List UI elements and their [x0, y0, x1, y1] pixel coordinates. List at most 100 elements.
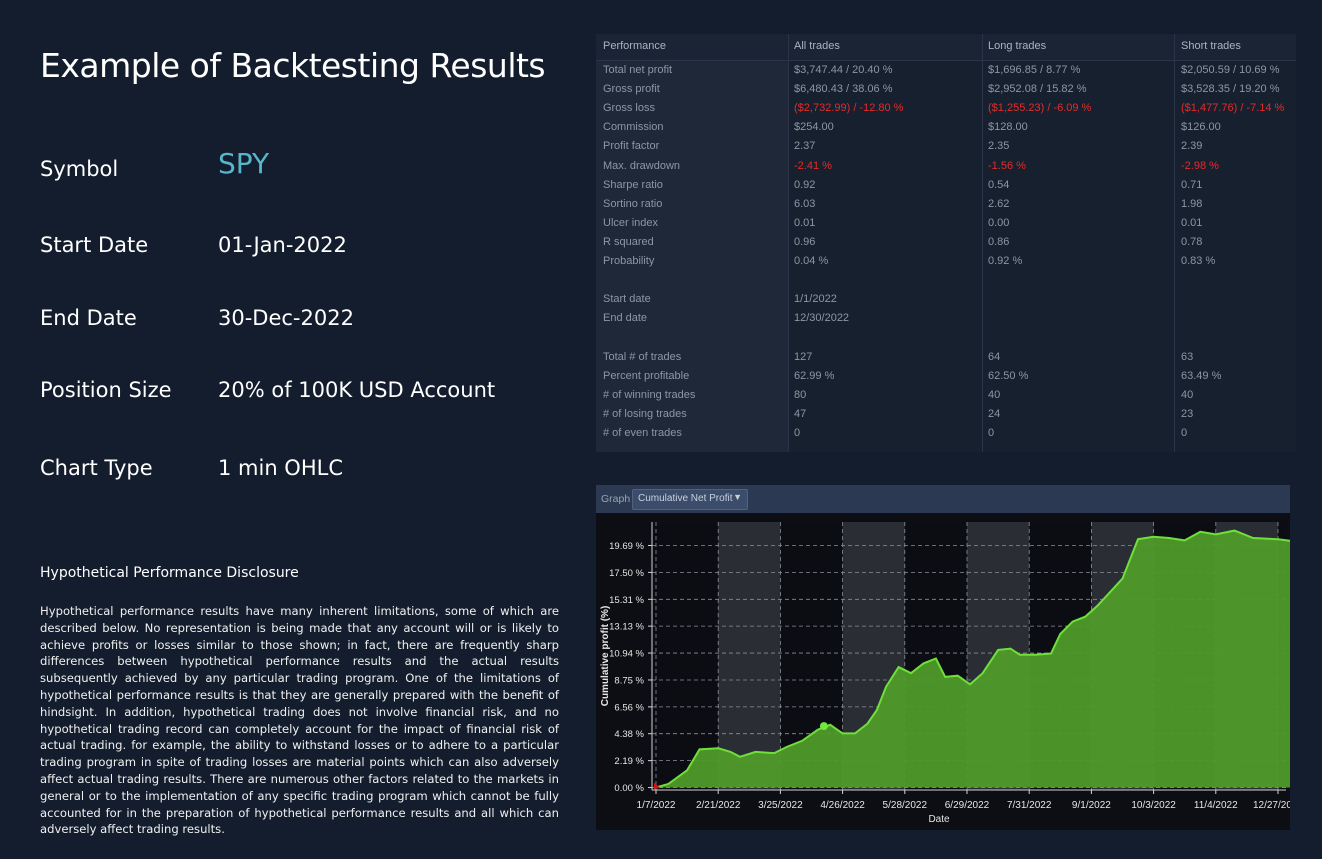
- cell-all: 1/1/2022: [794, 293, 837, 306]
- cell-long: 40: [988, 388, 1001, 401]
- row-label: Total # of trades: [603, 350, 682, 363]
- row-label: End date: [603, 312, 648, 325]
- cumulative-profit-chart: 0.00 % 2.19 % 4.38 % 6.56 % 8.75 % 10.94 % 13.…: [600, 522, 1290, 825]
- row-label: # of losing trades: [603, 407, 687, 420]
- col-header-all-trades: All trades: [794, 40, 840, 52]
- row-label: Percent profitable: [603, 369, 690, 382]
- row-label: # of winning trades: [603, 388, 696, 401]
- y-tick-label: 10.94 %: [609, 649, 644, 660]
- cell-all: 62.99 %: [794, 369, 835, 382]
- x-tick-label: 12/27/2022: [1253, 800, 1290, 811]
- chart-type-value: 1 min OHLC: [218, 456, 343, 480]
- symbol-value: SPY: [218, 147, 270, 180]
- disclosure-body: Hypothetical performance results have ma…: [40, 604, 559, 837]
- label-column: [596, 61, 788, 452]
- cell-all: 127: [794, 350, 813, 363]
- cell-short: 63: [1181, 350, 1194, 363]
- cell-long: $128.00: [988, 121, 1028, 134]
- cell-all: $3,747.44 / 20.40 %: [794, 64, 893, 76]
- y-tick-label: 0.00 %: [614, 783, 644, 794]
- position-size-value: 20% of 100K USD Account: [218, 378, 496, 402]
- row-label: R squared: [603, 235, 654, 248]
- cell-all: ($2,732.99) / -12.80 %: [794, 102, 904, 115]
- cell-short: -2.98 %: [1181, 159, 1219, 172]
- cell-short: 0.83 %: [1181, 255, 1216, 267]
- row-label: Start date: [603, 293, 651, 306]
- cell-all: 2.37: [794, 140, 816, 153]
- cell-short: $126.00: [1181, 121, 1221, 134]
- x-tick-label: 2/21/2022: [696, 800, 741, 811]
- end-date-label: End Date: [40, 306, 137, 330]
- row-label: Commission: [603, 121, 664, 134]
- y-tick-label: 4.38 %: [614, 729, 644, 740]
- cell-short: 40: [1181, 388, 1194, 401]
- y-tick-label: 19.69 %: [609, 541, 644, 552]
- cell-all: 47: [794, 407, 807, 420]
- x-tick-label: 1/7/2022: [637, 800, 676, 811]
- x-tick-label: 6/29/2022: [945, 800, 990, 811]
- cell-short: ($1,477.76) / -7.14 %: [1181, 102, 1285, 115]
- row-label: # of even trades: [603, 426, 682, 439]
- cell-long: 64: [988, 350, 1001, 363]
- cell-long: 0: [988, 426, 995, 439]
- y-tick-label: 8.75 %: [614, 675, 644, 686]
- row-label: Probability: [603, 255, 655, 267]
- profit-area: [656, 530, 1290, 788]
- row-label: Gross profit: [603, 83, 660, 96]
- graph-type-select[interactable]: Cumulative Net Profit ▼: [632, 489, 748, 510]
- chart-type-label: Chart Type: [40, 456, 153, 480]
- x-tick-label: 5/28/2022: [883, 800, 928, 811]
- cell-short: 0.01: [1181, 216, 1203, 229]
- cell-long: $1,696.85 / 8.77 %: [988, 64, 1081, 76]
- col-divider: [788, 34, 789, 452]
- cell-all: 0.04 %: [794, 255, 829, 267]
- start-date-value: 01-Jan-2022: [218, 233, 347, 257]
- cell-long: -1.56 %: [988, 159, 1026, 172]
- y-axis-title: Cumulative profit (%): [600, 606, 611, 707]
- cell-all: 80: [794, 388, 807, 401]
- start-marker: [654, 782, 660, 790]
- cell-short: $3,528.35 / 19.20 %: [1181, 83, 1280, 96]
- x-axis-title: Date: [928, 814, 950, 825]
- performance-table-header: Performance All trades Long trades Short…: [596, 34, 1296, 61]
- cell-all: 0.96: [794, 235, 816, 248]
- page-title: Example of Backtesting Results: [40, 46, 546, 85]
- plot-band: [718, 522, 781, 790]
- x-tick-label: 11/4/2022: [1194, 800, 1238, 811]
- cell-long: 62.50 %: [988, 369, 1029, 382]
- graph-type-selected: Cumulative Net Profit: [638, 493, 733, 504]
- cell-short: 1.98: [1181, 197, 1203, 210]
- cell-all: 0.01: [794, 216, 816, 229]
- cell-all: $254.00: [794, 121, 834, 134]
- cell-all: 0: [794, 426, 801, 439]
- symbol-label: Symbol: [40, 157, 119, 181]
- col-divider: [1174, 34, 1175, 452]
- y-tick-label: 15.31 %: [609, 595, 644, 606]
- disclosure-title: Hypothetical Performance Disclosure: [40, 565, 299, 581]
- profit-marker: [819, 722, 828, 731]
- cell-all: 0.92: [794, 178, 816, 191]
- cell-long: 2.62: [988, 197, 1010, 210]
- row-label: Sortino ratio: [603, 197, 663, 210]
- chevron-down-icon: ▼: [733, 492, 742, 502]
- profit-line: [655, 529, 1290, 789]
- row-label: Ulcer index: [603, 216, 659, 229]
- cell-long: 0.86: [988, 235, 1010, 248]
- x-tick-label: 7/31/2022: [1007, 800, 1052, 811]
- chart-panel: 0.00 % 2.19 % 4.38 % 6.56 % 8.75 % 10.94 % 13.…: [596, 485, 1290, 830]
- cell-long: 0.92 %: [988, 255, 1023, 267]
- y-tick-label: 17.50 %: [609, 568, 644, 579]
- x-tick-label: 3/25/2022: [758, 800, 803, 811]
- x-tick-label: 4/26/2022: [820, 800, 865, 811]
- cell-short: 0: [1181, 426, 1188, 439]
- cell-long: 2.35: [988, 140, 1010, 153]
- cell-short: 63.49 %: [1181, 369, 1222, 382]
- col-divider: [982, 34, 983, 452]
- row-label: Max. drawdown: [603, 159, 681, 172]
- row-label: Gross loss: [603, 102, 655, 115]
- cell-short: 2.39: [1181, 140, 1203, 153]
- performance-table: Performance All trades Long trades Short…: [596, 34, 1296, 452]
- x-tick-label: 10/3/2022: [1131, 800, 1176, 811]
- row-label: Total net profit: [603, 64, 673, 76]
- cell-long: $2,952.08 / 15.82 %: [988, 83, 1087, 96]
